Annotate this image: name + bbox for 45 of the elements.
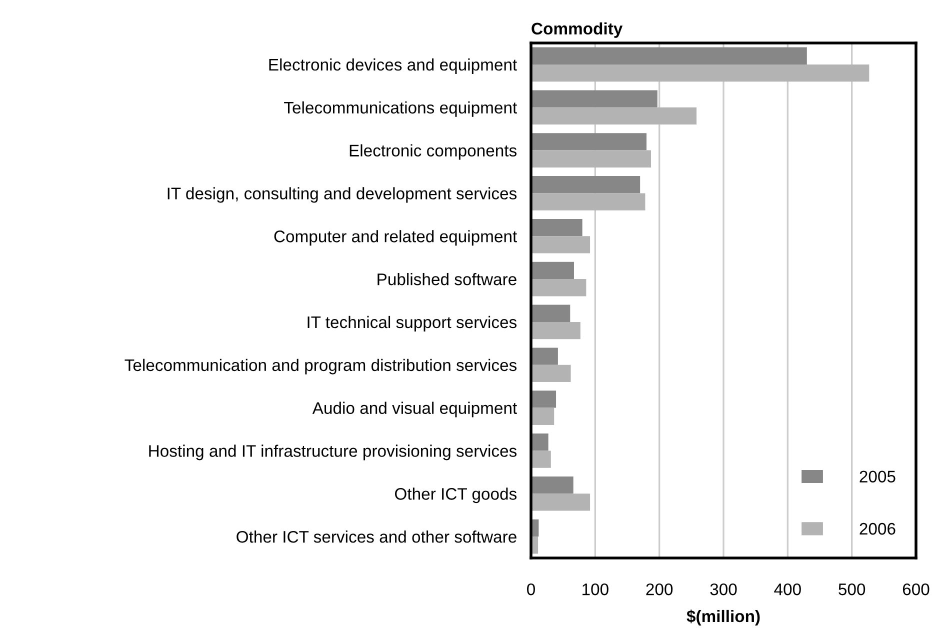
- bar: [531, 90, 658, 108]
- y-tick-label: Electronic components: [350, 144, 517, 160]
- x-tick-label: 300: [710, 583, 737, 596]
- bar: [531, 193, 646, 210]
- y-tick-label: Other ICT services and other software: [236, 530, 516, 543]
- bar: [531, 304, 570, 322]
- bar: [531, 262, 574, 280]
- y-tick-label: IT design, consulting and development services: [168, 187, 517, 203]
- bar: [531, 494, 590, 511]
- bar: [531, 133, 646, 150]
- bar: [531, 390, 556, 408]
- y-tick-label: Published software: [378, 273, 516, 286]
- bar: [531, 47, 807, 64]
- x-axis-title: $(million): [686, 610, 760, 626]
- y-tick-label: Other ICT goods: [395, 488, 517, 504]
- x-tick-label: 100: [582, 583, 608, 596]
- bar: [531, 218, 582, 236]
- bar: [531, 236, 590, 254]
- y-tick-label: Telecommunications equipment: [284, 101, 518, 117]
- bar: [531, 364, 571, 382]
- y-tick-label: Telecommunication and program distribution services: [124, 358, 517, 374]
- y-tick-label: Electronic devices and equipment: [269, 58, 518, 74]
- bar: [531, 434, 548, 451]
- bar: [531, 107, 697, 125]
- x-tick-label: 600: [902, 583, 930, 596]
- x-tick-label: 0: [527, 583, 535, 596]
- x-tick-label: 400: [774, 583, 801, 596]
- bar: [531, 348, 558, 365]
- y-tick-label: Hosting and IT infrastructure provisioning services: [149, 444, 517, 460]
- y-tick-label: IT technical support services: [308, 316, 517, 332]
- bar: [531, 476, 574, 494]
- x-tick-label: 500: [838, 583, 866, 596]
- legend-label: 2005: [860, 470, 896, 483]
- bar: [531, 450, 551, 468]
- bar: [531, 176, 640, 194]
- bar: [531, 408, 554, 425]
- legend-label: 2006: [860, 522, 896, 535]
- y-tick-label: Computer and related equipment: [274, 230, 518, 246]
- bar: [531, 279, 586, 296]
- x-tick-label: 200: [646, 583, 673, 596]
- bar: [531, 64, 870, 82]
- y-tick-label: Audio and visual equipment: [312, 402, 517, 418]
- y-axis-title: Commodity: [532, 22, 623, 38]
- bar: [531, 322, 580, 340]
- bar: [531, 150, 651, 168]
